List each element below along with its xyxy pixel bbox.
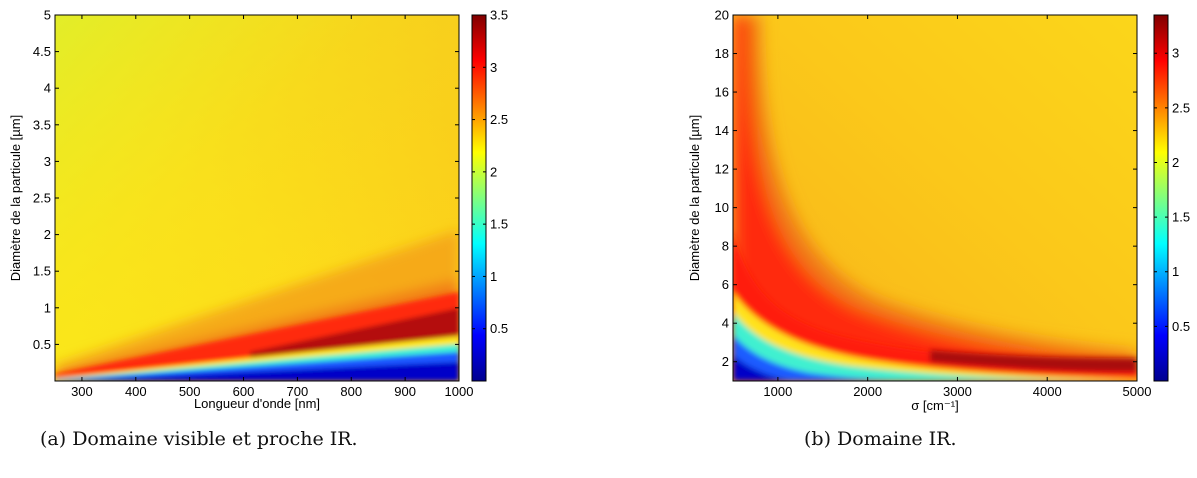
heatmap-a-field: [55, 15, 459, 381]
colorbar-b-gradient: [1153, 14, 1169, 382]
y-tick-label: 0.5: [33, 337, 51, 352]
x-tick-label: 3000: [943, 384, 972, 399]
y-tick-label: 8: [722, 239, 729, 254]
y-tick-label: 10: [715, 200, 729, 215]
colorbar-a: 0.5 1 1.5 2 2.5 3 3.5: [471, 8, 508, 382]
x-tick-label: 5000: [1123, 384, 1152, 399]
colorbar-tick-label: 2.5: [490, 112, 508, 127]
y-tick-label: 6: [722, 277, 729, 292]
colorbar-b: 0.5 1 1.5 2 2.5 3: [1153, 14, 1190, 382]
heatmap-b-field: [733, 15, 1137, 381]
colorbar-tick-label: 0.5: [1172, 319, 1190, 334]
colorbar-tick-label: 3.5: [490, 8, 508, 23]
heatmap-a-axes: 300 400 500 600 700 800 900 1000 0.5 1 1.5 2 2.5 3 3.5…: [33, 8, 474, 400]
y-tick-label: 3: [44, 154, 51, 169]
heatmap-b-xlabel: σ [cm⁻¹]: [911, 398, 958, 413]
heatmap-b-axes: 1000 2000 3000 4000 5000 2 4 6 8 10 12 14 16 18 20: [715, 8, 1152, 400]
heatmap-a: 300 400 500 600 700 800 900 1000 0.5 1 1.5 2 2.5 3 3.5…: [8, 8, 473, 412]
heatmap-b-frame: [732, 14, 1138, 382]
x-tick-label: 700: [287, 384, 309, 399]
y-tick-label: 4: [44, 81, 51, 96]
x-tick-label: 900: [394, 384, 416, 399]
heatmap-a-xlabel: Longueur d'onde [nm]: [194, 396, 320, 411]
x-tick-label: 800: [340, 384, 362, 399]
x-tick-label: 600: [233, 384, 255, 399]
heatmap-b: 1000 2000 3000 4000 5000 2 4 6 8 10 12 14 16 18 20 σ […: [687, 8, 1151, 414]
colorbar-tick-label: 2: [490, 164, 497, 179]
heatmap-b-ylabel: Diamètre de la particule [µm]: [687, 115, 702, 281]
y-tick-label: 12: [715, 162, 729, 177]
colorbar-tick-label: 1: [490, 269, 497, 284]
colorbar-tick-label: 2: [1172, 155, 1179, 170]
caption-a: (a) Domaine visible et proche IR.: [40, 428, 358, 450]
x-tick-label: 500: [179, 384, 201, 399]
colorbar-tick-label: 1: [1172, 264, 1179, 279]
y-tick-label: 16: [715, 85, 729, 100]
colorbar-tick-label: 2.5: [1172, 100, 1190, 115]
colorbar-tick-label: 0.5: [490, 321, 508, 336]
y-tick-label: 2.5: [33, 191, 51, 206]
colorbar-a-ticks: 0.5 1 1.5 2 2.5 3 3.5: [472, 8, 508, 336]
x-tick-label: 400: [125, 384, 147, 399]
y-tick-label: 14: [715, 123, 729, 138]
colorbar-tick-label: 3: [1172, 46, 1179, 61]
y-tick-label: 2: [44, 227, 51, 242]
colorbar-tick-label: 1.5: [490, 217, 508, 232]
y-tick-label: 1: [44, 300, 51, 315]
y-tick-label: 5: [44, 8, 51, 23]
y-tick-label: 1.5: [33, 264, 51, 279]
y-tick-label: 2: [722, 354, 729, 369]
colorbar-b-ticks: 0.5 1 1.5 2 2.5 3: [1154, 46, 1190, 334]
heatmap-a-ylabel: Diamètre de la particule [µm]: [8, 115, 23, 281]
x-tick-label: 4000: [1033, 384, 1062, 399]
y-tick-label: 4.5: [33, 44, 51, 59]
x-tick-label: 1000: [763, 384, 792, 399]
y-tick-label: 4: [722, 316, 729, 331]
y-tick-label: 3.5: [33, 117, 51, 132]
colorbar-tick-label: 3: [490, 60, 497, 75]
colorbar-tick-label: 1.5: [1172, 210, 1190, 225]
x-tick-label: 1000: [445, 384, 474, 399]
colorbar-a-gradient: [471, 14, 487, 382]
x-tick-label: 2000: [853, 384, 882, 399]
caption-b: (b) Domaine IR.: [804, 428, 957, 450]
x-tick-label: 300: [71, 384, 93, 399]
y-tick-label: 18: [715, 46, 729, 61]
y-tick-label: 20: [715, 8, 729, 23]
